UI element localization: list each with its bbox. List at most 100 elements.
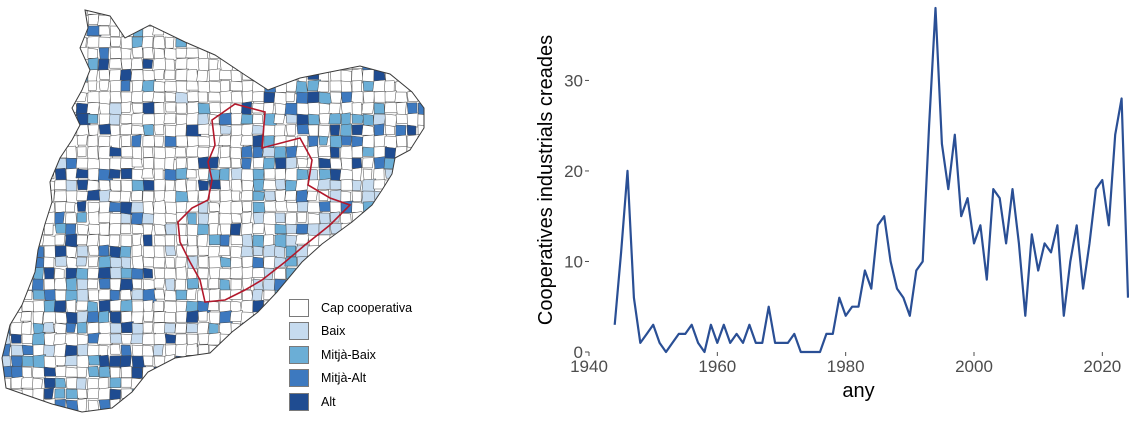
municipality	[152, 36, 166, 49]
municipality	[141, 212, 155, 224]
municipality	[273, 146, 287, 160]
municipality	[362, 146, 376, 157]
municipality	[32, 366, 46, 379]
municipality	[373, 102, 386, 114]
municipality	[153, 178, 166, 192]
series-line	[613, 6, 1129, 354]
municipality	[373, 91, 387, 103]
legend-item-mitja-baix: Mitjà-Baix	[289, 343, 412, 367]
municipality	[263, 289, 276, 300]
legend-swatch	[289, 322, 309, 341]
legend-swatch	[289, 298, 309, 317]
municipality	[131, 102, 145, 114]
municipality	[252, 113, 264, 124]
municipality	[119, 68, 133, 82]
municipality	[142, 58, 154, 69]
municipality	[307, 124, 319, 137]
municipality	[351, 145, 364, 158]
municipality	[43, 398, 57, 412]
municipality	[186, 212, 197, 226]
municipality	[120, 123, 133, 135]
municipality	[186, 179, 197, 192]
municipality	[43, 189, 55, 202]
municipality	[76, 355, 90, 368]
municipality	[361, 134, 375, 149]
municipality	[307, 102, 321, 116]
municipality	[65, 388, 80, 400]
municipality	[284, 102, 299, 116]
municipality	[65, 366, 79, 378]
municipality	[186, 101, 200, 115]
municipality	[109, 212, 123, 225]
municipality	[153, 289, 166, 300]
municipality	[10, 344, 24, 356]
municipality	[152, 256, 166, 269]
municipality	[197, 179, 209, 191]
municipality	[164, 354, 176, 367]
municipality	[372, 79, 387, 92]
municipality	[340, 101, 354, 115]
municipality	[142, 190, 155, 203]
municipality	[120, 212, 132, 224]
municipality	[395, 101, 407, 116]
municipality	[230, 200, 243, 215]
municipality	[65, 212, 77, 224]
municipality	[351, 68, 364, 82]
municipality	[131, 244, 142, 258]
municipality	[241, 101, 252, 115]
municipality	[164, 36, 175, 49]
municipality	[230, 278, 243, 292]
municipality	[229, 80, 244, 92]
municipality	[274, 233, 287, 249]
legend-swatch	[289, 392, 309, 411]
municipality	[251, 91, 265, 102]
municipality	[76, 245, 89, 257]
municipality	[395, 113, 408, 124]
municipality	[174, 146, 187, 158]
municipality	[76, 366, 88, 378]
municipality	[21, 355, 35, 367]
legend-item-alt: Alt	[289, 390, 412, 414]
municipality	[306, 157, 320, 168]
municipality	[76, 377, 87, 391]
municipality	[329, 146, 340, 158]
municipality	[340, 135, 353, 146]
municipality	[164, 223, 178, 235]
municipality	[252, 201, 266, 213]
municipality	[241, 211, 252, 224]
municipality	[43, 168, 55, 180]
municipality	[109, 146, 122, 157]
municipality	[196, 69, 208, 82]
municipality	[108, 102, 124, 116]
municipality	[417, 113, 424, 127]
municipality	[263, 299, 277, 312]
municipality	[153, 355, 166, 368]
legend-label: Alt	[321, 394, 336, 409]
municipality	[186, 69, 198, 82]
municipality	[131, 90, 145, 103]
municipality	[318, 68, 330, 82]
municipality	[21, 267, 32, 279]
municipality	[109, 388, 121, 400]
municipality	[76, 134, 88, 146]
municipality	[197, 57, 210, 71]
municipality	[131, 311, 144, 324]
municipality	[262, 278, 276, 292]
municipality	[120, 366, 133, 378]
municipality	[87, 223, 102, 235]
municipality	[153, 112, 167, 127]
municipality	[406, 112, 419, 128]
municipality	[76, 200, 87, 212]
municipality	[307, 135, 319, 148]
municipality	[98, 310, 110, 324]
municipality	[65, 299, 77, 315]
municipality	[229, 223, 242, 236]
municipality	[384, 80, 395, 93]
municipality	[273, 278, 288, 291]
municipality	[75, 36, 87, 49]
municipality	[119, 278, 134, 292]
municipality	[120, 321, 134, 333]
municipality	[153, 69, 165, 80]
municipality	[417, 135, 424, 149]
municipality	[108, 190, 122, 202]
